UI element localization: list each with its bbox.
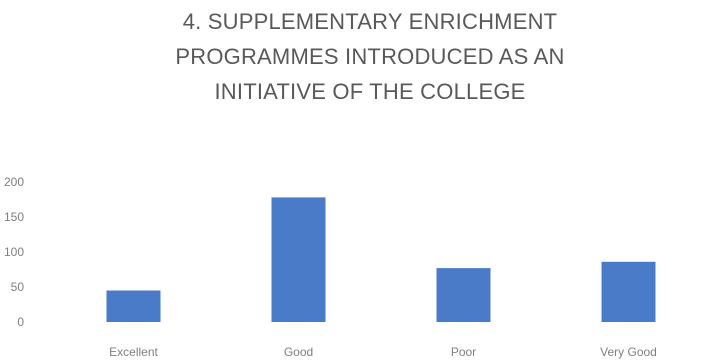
y-tick-label: 200	[4, 175, 24, 189]
chart-title-line-3: INITIATIVE OF THE COLLEGE	[214, 79, 526, 104]
bar-excellent	[106, 290, 161, 322]
bars-group	[106, 197, 656, 322]
y-axis-tick-labels: 0 50 100 150 200	[4, 175, 24, 329]
bar-poor	[436, 268, 491, 322]
y-tick-label: 100	[4, 245, 24, 259]
x-axis-category-labels: Excellent Good Poor Very Good	[109, 345, 657, 359]
bar-good	[271, 197, 326, 322]
chart-title-line-1: 4. SUPPLEMENTARY ENRICHMENT	[182, 9, 558, 34]
x-category-label: Good	[284, 345, 313, 359]
chart-title: 4. SUPPLEMENTARY ENRICHMENT PROGRAMMES I…	[40, 4, 700, 109]
x-category-label: Poor	[451, 345, 476, 359]
chart-title-line-2: PROGRAMMES INTRODUCED AS AN	[175, 44, 565, 69]
y-tick-label: 150	[4, 210, 24, 224]
x-category-label: Excellent	[109, 345, 158, 359]
y-tick-label: 50	[11, 280, 25, 294]
y-tick-label: 0	[17, 315, 24, 329]
bar-very-good	[601, 261, 656, 322]
x-category-label: Very Good	[600, 345, 657, 359]
